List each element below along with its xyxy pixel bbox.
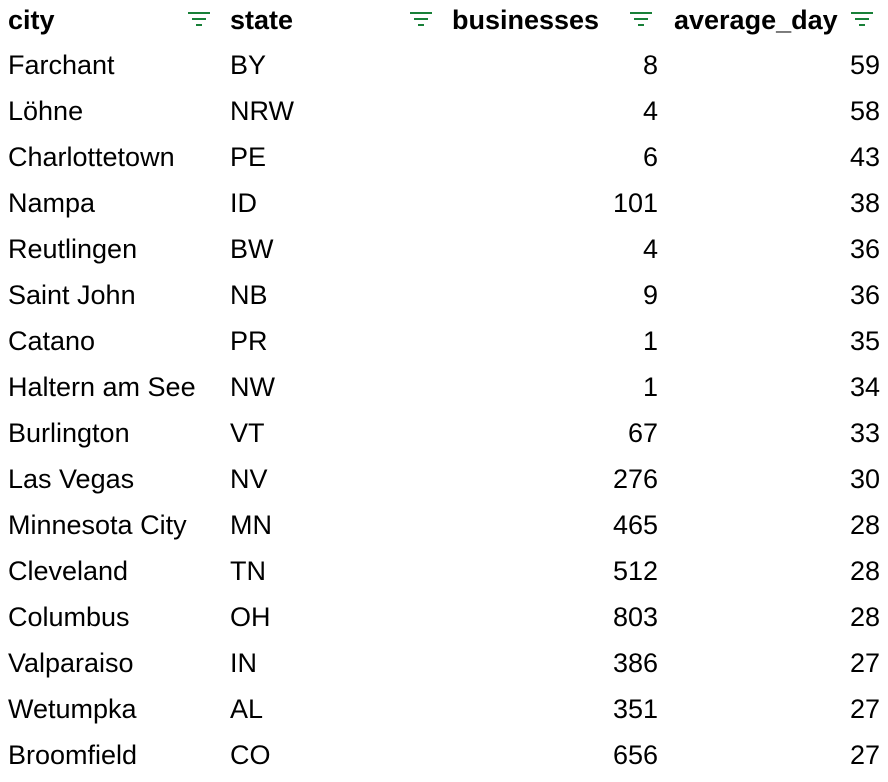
cell-businesses[interactable]: 101 (612, 187, 658, 218)
table-row: Cleveland TN 512 28 (0, 548, 888, 594)
cell-state[interactable]: PE (230, 141, 267, 172)
cell-state[interactable]: VT (230, 417, 265, 448)
cell-businesses[interactable]: 276 (612, 463, 658, 494)
table-row: Nampa ID 101 38 (0, 180, 888, 226)
cell-businesses[interactable]: 9 (642, 279, 658, 310)
table-row: Burlington VT 67 33 (0, 410, 888, 456)
table-header: city state businesses average_day (0, 0, 888, 40)
table-row: Reutlingen BW 4 36 (0, 226, 888, 272)
cell-city[interactable]: Wetumpka (8, 693, 137, 724)
cell-state[interactable]: TN (230, 555, 266, 586)
cell-average-day[interactable]: 28 (849, 509, 880, 540)
cell-state[interactable]: PR (230, 325, 268, 356)
cell-businesses[interactable]: 1 (642, 371, 658, 402)
column-header-city[interactable]: city (8, 4, 55, 35)
cell-average-day[interactable]: 33 (849, 417, 880, 448)
filter-icon[interactable] (186, 8, 212, 30)
table-row: Farchant BY 8 59 (0, 42, 888, 88)
cell-businesses[interactable]: 512 (612, 555, 658, 586)
cell-state[interactable]: BY (230, 49, 267, 80)
cell-state[interactable]: ID (230, 187, 257, 218)
cell-businesses[interactable]: 67 (627, 417, 658, 448)
cell-average-day[interactable]: 27 (849, 693, 880, 724)
cell-businesses[interactable]: 8 (642, 49, 658, 80)
cell-businesses[interactable]: 4 (642, 233, 658, 264)
cell-city[interactable]: Valparaiso (8, 647, 134, 678)
table-row: Catano PR 1 35 (0, 318, 888, 364)
cell-average-day[interactable]: 34 (849, 371, 880, 402)
cell-city[interactable]: Cleveland (8, 555, 129, 586)
table-row: Haltern am See NW 1 34 (0, 364, 888, 410)
cell-city[interactable]: Nampa (8, 187, 96, 218)
table-row: Saint John NB 9 36 (0, 272, 888, 318)
cell-state[interactable]: NW (230, 371, 275, 402)
cell-businesses[interactable]: 465 (612, 509, 658, 540)
cell-city[interactable]: Minnesota City (8, 509, 187, 540)
cell-businesses[interactable]: 4 (642, 95, 658, 126)
cell-businesses[interactable]: 351 (612, 693, 658, 724)
cell-city[interactable]: Charlottetown (8, 141, 175, 172)
column-header-average-day[interactable]: average_day (674, 4, 838, 35)
cell-city[interactable]: Las Vegas (8, 463, 135, 494)
cell-average-day[interactable]: 36 (849, 233, 880, 264)
table-row: Broomfield CO 656 27 (0, 732, 888, 778)
cell-state[interactable]: AL (230, 693, 264, 724)
cell-businesses[interactable]: 386 (612, 647, 658, 678)
cell-state[interactable]: NB (230, 279, 268, 310)
cell-state[interactable]: MN (230, 509, 272, 540)
cell-city[interactable]: Reutlingen (8, 233, 138, 264)
cell-city[interactable]: Haltern am See (8, 371, 196, 402)
cell-average-day[interactable]: 35 (849, 325, 880, 356)
cell-average-day[interactable]: 43 (849, 141, 880, 172)
table-row: Löhne NRW 4 58 (0, 88, 888, 134)
cell-average-day[interactable]: 27 (849, 647, 880, 678)
filter-icon[interactable] (408, 8, 434, 30)
cell-average-day[interactable]: 36 (849, 279, 880, 310)
cell-businesses[interactable]: 1 (642, 325, 658, 356)
cell-state[interactable]: IN (230, 647, 257, 678)
cell-state[interactable]: CO (230, 739, 271, 770)
cell-businesses[interactable]: 6 (642, 141, 658, 172)
cell-businesses[interactable]: 656 (612, 739, 658, 770)
table-row: Wetumpka AL 351 27 (0, 686, 888, 732)
cell-city[interactable]: Saint John (8, 279, 136, 310)
table-row: Valparaiso IN 386 27 (0, 640, 888, 686)
cell-average-day[interactable]: 38 (849, 187, 880, 218)
cell-average-day[interactable]: 58 (849, 95, 880, 126)
table-row: Charlottetown PE 6 43 (0, 134, 888, 180)
cell-city[interactable]: Burlington (8, 417, 130, 448)
cell-average-day[interactable]: 28 (849, 555, 880, 586)
column-header-state[interactable]: state (230, 4, 294, 35)
cell-city[interactable]: Catano (8, 325, 96, 356)
cell-city[interactable]: Löhne (8, 95, 84, 126)
cell-state[interactable]: OH (230, 601, 271, 632)
table-row: Minnesota City MN 465 28 (0, 502, 888, 548)
filter-icon[interactable] (849, 8, 875, 30)
cell-state[interactable]: BW (230, 233, 274, 264)
cell-average-day[interactable]: 30 (849, 463, 880, 494)
cell-average-day[interactable]: 28 (849, 601, 880, 632)
cell-businesses[interactable]: 803 (612, 601, 658, 632)
cell-city[interactable]: Farchant (8, 49, 115, 80)
cell-city[interactable]: Broomfield (8, 739, 138, 770)
cell-average-day[interactable]: 27 (849, 739, 880, 770)
cell-state[interactable]: NRW (230, 95, 294, 126)
column-header-businesses[interactable]: businesses (452, 4, 600, 35)
table-row: Columbus OH 803 28 (0, 594, 888, 640)
filter-icon[interactable] (628, 8, 654, 30)
cell-state[interactable]: NV (230, 463, 268, 494)
cell-average-day[interactable]: 59 (849, 49, 880, 80)
cell-city[interactable]: Columbus (8, 601, 130, 632)
table-row: Las Vegas NV 276 30 (0, 456, 888, 502)
